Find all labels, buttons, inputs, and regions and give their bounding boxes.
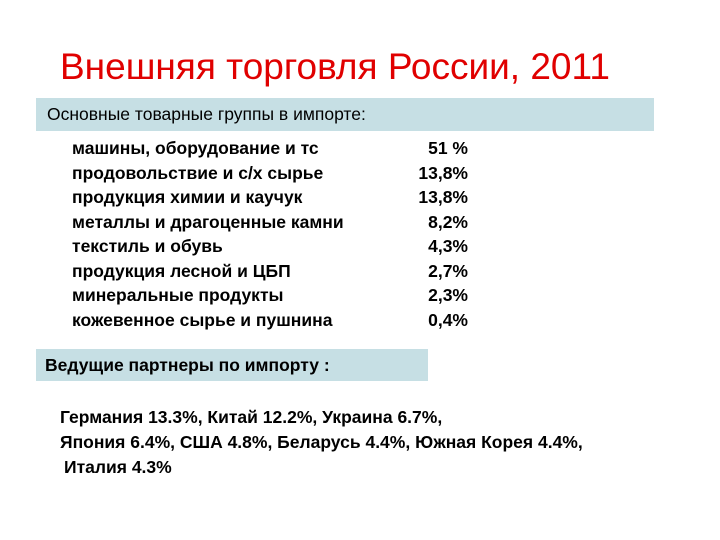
list-item: кожевенное сырье и пушнина 0,4% — [0, 310, 720, 335]
list-item: продовольствие и с/х сырье 13,8% — [0, 163, 720, 188]
goods-group-share: 8,2% — [428, 211, 468, 232]
list-item: текстиль и обувь 4,3% — [0, 236, 720, 261]
goods-group-name: машины, оборудование и тс — [72, 138, 319, 158]
partners-line: Германия 13.3%, Китай 12.2%, Украина 6.7… — [60, 407, 443, 427]
list-item: минеральные продукты 2,3% — [0, 285, 720, 310]
goods-group-share: 2,3% — [428, 285, 468, 305]
list-item: металлы и драгоценные камни 8,2% — [0, 212, 720, 237]
goods-group-share: 51 % — [428, 138, 468, 158]
goods-group-name: минеральные продукты — [72, 285, 284, 305]
goods-group-share: 13,8% — [418, 187, 468, 207]
list-item: продукция химии и каучук 13,8% — [0, 187, 720, 212]
goods-group-name: продукция химии и каучук — [72, 187, 303, 207]
import-partners-heading: Ведущие партнеры по импорту : — [36, 349, 428, 381]
partners-line: Япония 6.4%, США 4.8%, Беларусь 4.4%, Юж… — [60, 432, 583, 452]
goods-group-name: продовольствие и с/х сырье — [72, 162, 324, 183]
import-partners-text: Германия 13.3%, Китай 12.2%, Украина 6.7… — [60, 405, 583, 480]
goods-group-name: металлы и драгоценные камни — [72, 211, 344, 232]
partners-line: Италия 4.3% — [64, 457, 172, 477]
import-goods-list: машины, оборудование и тс 51 % продоволь… — [0, 138, 720, 334]
list-item: машины, оборудование и тс 51 % — [0, 138, 720, 163]
goods-group-share: 13,8% — [418, 162, 468, 183]
goods-group-name: текстиль и обувь — [72, 236, 223, 256]
list-item: продукция лесной и ЦБП 2,7% — [0, 261, 720, 286]
goods-group-share: 2,7% — [428, 260, 468, 281]
slide-title: Внешняя торговля России, 2011 — [60, 46, 610, 87]
goods-group-share: 0,4% — [428, 309, 468, 330]
goods-group-share: 4,3% — [428, 236, 468, 256]
goods-group-name: кожевенное сырье и пушнина — [72, 309, 333, 330]
import-goods-heading: Основные товарные группы в импорте: — [36, 98, 654, 131]
goods-group-name: продукция лесной и ЦБП — [72, 260, 291, 281]
